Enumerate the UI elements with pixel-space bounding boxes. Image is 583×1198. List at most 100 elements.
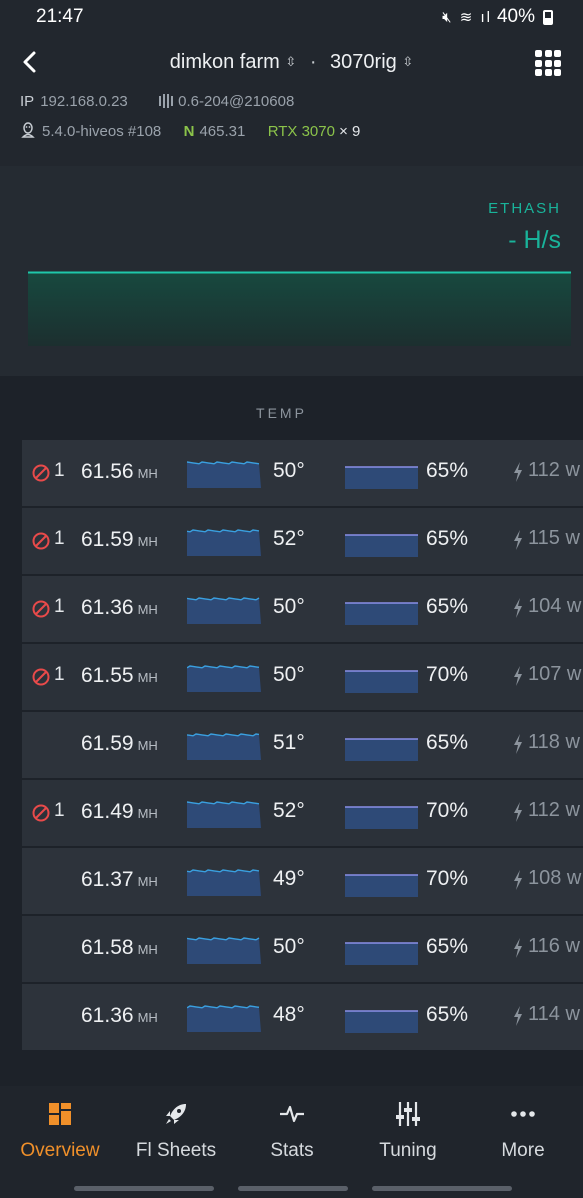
nav-overview-label: Overview <box>20 1140 100 1161</box>
back-arrow-icon[interactable] <box>16 48 44 76</box>
kernel-version: 5.4.0-hiveos #108 <box>42 123 162 140</box>
bottom-navigation: Overview Fl Sheets Stats Tuning <box>0 1086 583 1198</box>
apps-grid-icon[interactable] <box>535 50 561 76</box>
gpu-model: RTX 3070 <box>267 123 335 140</box>
nav-more[interactable]: More <box>465 1086 581 1176</box>
gpu-row[interactable]: 1 61.49 MH 52° 70% 112 w <box>22 780 583 846</box>
gpu-hashrate: 61.49 MH <box>81 800 158 823</box>
fan-sparkline <box>345 466 418 489</box>
gpu-power: 107 w <box>528 663 582 685</box>
fan-sparkline <box>345 942 418 965</box>
rig-system-info: 5.4.0-hiveos #108 N 465.31 RTX 3070 × 9 <box>20 122 360 140</box>
farm-name: dimkon farm <box>169 51 280 73</box>
warning-count: 1 <box>54 596 65 617</box>
gpu-row[interactable]: 61.37 MH 49° 70% 108 w <box>22 848 583 914</box>
warning-count: 1 <box>54 664 65 685</box>
linux-icon <box>21 122 35 138</box>
gpu-count: × 9 <box>339 123 361 140</box>
hashrate-sparkline <box>187 597 261 624</box>
power-bolt-icon <box>514 938 522 958</box>
hashrate-sparkline <box>187 529 261 556</box>
gpu-fan-speed: 70% <box>426 663 469 686</box>
fan-sparkline <box>345 738 418 761</box>
nav-stats-label: Stats <box>270 1140 314 1161</box>
gpu-power: 118 w <box>528 731 580 753</box>
gpu-power: 108 w <box>528 867 582 889</box>
rig-chevron-icon: ⇳ <box>402 54 414 69</box>
temp-column-header: TEMP <box>256 405 307 421</box>
nav-flight-sheets[interactable]: Fl Sheets <box>118 1086 234 1176</box>
gpu-row[interactable]: 1 61.59 MH 52° 65% 115 w <box>22 508 583 574</box>
hashrate-unit: MH <box>137 466 158 481</box>
overview-icon <box>49 1103 71 1125</box>
gpu-temperature: 52° <box>273 527 305 550</box>
gpu-fan-speed: 70% <box>426 799 469 822</box>
warning-icon <box>32 532 50 550</box>
power-bolt-icon <box>514 870 522 890</box>
nav-overview[interactable]: Overview <box>2 1086 118 1176</box>
gpu-row[interactable]: 1 61.55 MH 50° 70% 107 w <box>22 644 583 710</box>
rig-network-info: IP 192.168.0.23 0.6-204@210608 <box>20 93 294 110</box>
status-bar: 21:47 🔇︎ ≋ ıl 40% <box>0 0 583 36</box>
fan-sparkline <box>345 1010 418 1033</box>
gpu-row[interactable]: 61.58 MH 50° 65% 116 w <box>22 916 583 982</box>
gpu-power: 116 w <box>528 935 580 957</box>
power-bolt-icon <box>514 734 522 754</box>
gpu-fan-speed: 65% <box>426 527 469 550</box>
gpu-temperature: 50° <box>273 935 305 958</box>
power-bolt-icon <box>514 530 522 550</box>
gpu-row[interactable]: 1 61.56 MH 50° 65% 112 w <box>22 440 583 506</box>
gpu-row[interactable]: 1 61.36 MH 50° 65% 104 w <box>22 576 583 642</box>
gpu-hashrate: 61.36 MH <box>81 596 158 619</box>
hashrate-panel: ETHASH - H/s <box>0 166 583 376</box>
battery-percent: 40% <box>496 6 535 27</box>
power-bolt-icon <box>514 462 522 482</box>
gpu-temperature: 50° <box>273 595 305 618</box>
gpu-hashrate: 61.56 MH <box>81 460 158 483</box>
gpu-temperature: 52° <box>273 799 305 822</box>
gpu-fan-speed: 70% <box>426 867 469 890</box>
fan-sparkline <box>345 534 418 557</box>
gpu-hashrate: 61.59 MH <box>81 732 158 755</box>
warning-count: 1 <box>54 460 65 481</box>
fan-sparkline <box>345 874 418 897</box>
warning-icon <box>32 668 50 686</box>
hashrate-graph-fill <box>28 272 571 346</box>
gpu-power: 112 w <box>528 799 580 821</box>
warning-count: 1 <box>54 528 65 549</box>
status-time: 21:47 <box>36 6 84 27</box>
rig-header: dimkon farm ⇳ · 3070rig ⇳ IP 192.168.0.23… <box>0 36 583 166</box>
gpu-fan-speed: 65% <box>426 459 469 482</box>
gpu-temperature: 48° <box>273 1003 305 1026</box>
gpu-fan-speed: 65% <box>426 935 469 958</box>
gpu-list: 1 61.56 MH 50° 65% 112 w 1 61.59 MH 52° <box>22 440 583 1052</box>
rig-selector[interactable]: 3070rig ⇳ <box>330 51 413 73</box>
algorithm-label: ETHASH <box>488 200 561 217</box>
pulse-icon <box>280 1105 304 1123</box>
gpu-hashrate: 61.58 MH <box>81 936 158 959</box>
hashrate-graph <box>28 271 571 346</box>
ip-address: 192.168.0.23 <box>40 93 128 110</box>
gpu-row[interactable]: 61.36 MH 48° 65% 114 w <box>22 984 583 1050</box>
nav-more-label: More <box>501 1140 545 1161</box>
gpu-hashrate: 61.36 MH <box>81 1004 158 1027</box>
nav-flight-sheets-label: Fl Sheets <box>135 1140 217 1161</box>
nav-stats[interactable]: Stats <box>234 1086 350 1176</box>
power-bolt-icon <box>514 802 522 822</box>
power-bolt-icon <box>514 598 522 618</box>
hashrate-unit: MH <box>137 534 158 549</box>
gpu-temperature: 50° <box>273 459 305 482</box>
gpu-row[interactable]: 61.59 MH 51° 65% 118 w <box>22 712 583 778</box>
nav-tuning[interactable]: Tuning <box>350 1086 466 1176</box>
warning-icon <box>32 804 50 822</box>
power-bolt-icon <box>514 666 522 686</box>
ip-label: IP <box>20 93 35 110</box>
rig-name: 3070rig <box>330 51 397 73</box>
gpu-power: 114 w <box>528 1003 580 1025</box>
farm-selector[interactable]: dimkon farm ⇳ <box>170 51 297 73</box>
warning-count: 1 <box>54 800 65 821</box>
hashrate-unit: MH <box>137 874 158 889</box>
hashrate-unit: MH <box>137 806 158 821</box>
gpu-fan-speed: 65% <box>426 595 469 618</box>
fan-sparkline <box>345 602 418 625</box>
